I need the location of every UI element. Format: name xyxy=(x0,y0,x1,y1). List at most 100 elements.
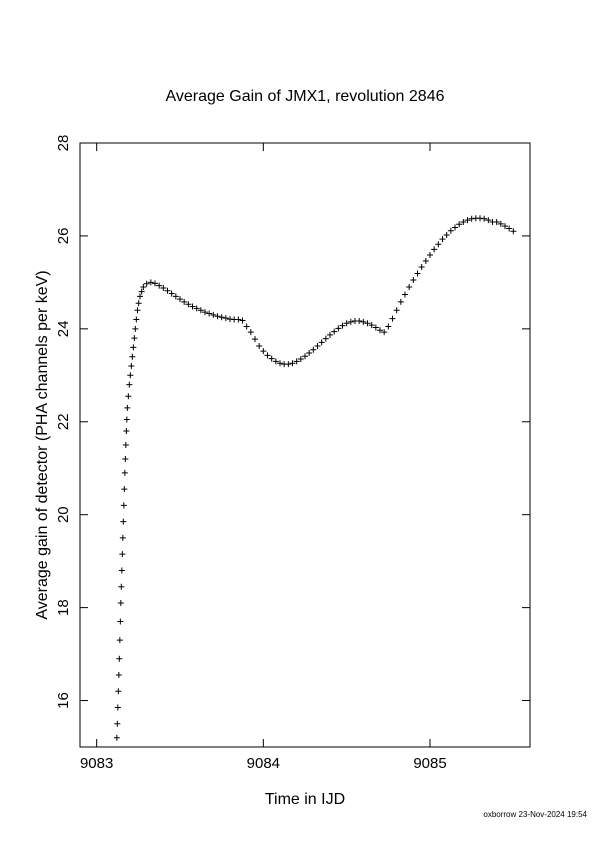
point xyxy=(506,225,513,232)
point xyxy=(121,486,128,493)
point xyxy=(406,284,413,291)
point xyxy=(402,291,408,298)
point xyxy=(138,288,145,295)
point xyxy=(114,720,121,727)
point xyxy=(456,221,463,228)
y-tick-label: 22 xyxy=(55,413,72,430)
point xyxy=(339,322,346,329)
point xyxy=(206,310,213,317)
point xyxy=(264,352,271,359)
point xyxy=(120,518,127,525)
point xyxy=(302,353,308,360)
point xyxy=(439,236,446,243)
point xyxy=(202,309,208,316)
plot-frame xyxy=(79,142,531,748)
point xyxy=(127,372,134,379)
y-tick-label: 24 xyxy=(55,321,72,338)
point xyxy=(135,300,142,307)
point xyxy=(222,315,229,322)
point xyxy=(164,287,171,294)
point xyxy=(410,277,417,284)
point xyxy=(343,320,350,327)
point xyxy=(124,404,131,411)
point xyxy=(119,551,126,558)
point xyxy=(397,298,404,305)
point xyxy=(306,350,313,357)
footer: oxborrow 23-Nov-2024 19:54 xyxy=(483,810,587,819)
point xyxy=(137,293,143,300)
point xyxy=(497,220,504,227)
point xyxy=(131,335,138,342)
point xyxy=(443,231,450,238)
point xyxy=(243,323,250,330)
point xyxy=(502,223,508,230)
point xyxy=(119,534,126,541)
y-tick-label: 28 xyxy=(55,135,72,152)
point xyxy=(377,327,383,334)
point xyxy=(481,215,488,222)
point xyxy=(210,311,217,318)
point xyxy=(285,361,292,368)
y-axis-label: Average gain of detector (PHA channels p… xyxy=(34,270,51,619)
point xyxy=(289,360,296,367)
point xyxy=(310,346,317,353)
point xyxy=(152,280,158,287)
point xyxy=(268,355,275,362)
point xyxy=(347,318,354,325)
point xyxy=(464,217,471,224)
point xyxy=(168,290,175,297)
point xyxy=(116,655,123,662)
point xyxy=(118,567,125,574)
point xyxy=(181,298,188,305)
x-tick-label: 9083 xyxy=(80,755,113,772)
point xyxy=(134,307,141,314)
point xyxy=(331,328,338,335)
point xyxy=(185,301,192,308)
point xyxy=(272,358,279,365)
point xyxy=(140,284,147,291)
point xyxy=(435,241,442,248)
point xyxy=(368,322,375,329)
y-tick-label: 20 xyxy=(55,506,72,523)
point xyxy=(327,331,333,338)
x-axis-label: Time in IJD xyxy=(265,791,345,808)
point xyxy=(143,280,150,287)
point xyxy=(418,264,425,271)
point xyxy=(460,218,467,225)
point xyxy=(422,258,429,265)
point xyxy=(314,343,321,350)
point xyxy=(128,363,135,370)
point xyxy=(117,618,124,625)
point xyxy=(113,734,120,741)
point xyxy=(452,224,458,231)
point xyxy=(133,316,140,323)
point xyxy=(218,314,225,321)
point xyxy=(385,323,392,330)
y-tick-label: 18 xyxy=(55,599,72,616)
point xyxy=(247,329,254,336)
point xyxy=(322,335,329,342)
point xyxy=(252,336,258,343)
point xyxy=(214,313,221,320)
point xyxy=(189,303,196,310)
point xyxy=(372,324,379,331)
point xyxy=(318,339,325,346)
point xyxy=(172,293,179,300)
point xyxy=(123,416,130,423)
point xyxy=(197,307,204,314)
point xyxy=(123,428,130,435)
x-tick-label: 9084 xyxy=(247,755,280,772)
point xyxy=(130,344,137,351)
point xyxy=(427,251,433,258)
point xyxy=(364,320,371,327)
point xyxy=(132,325,139,332)
chart-title: Average Gain of JMX1, revolution 2846 xyxy=(166,88,445,105)
point xyxy=(122,442,129,448)
point xyxy=(360,318,367,325)
point xyxy=(389,315,396,322)
point xyxy=(115,688,122,695)
point xyxy=(122,455,129,462)
y-tick-label: 16 xyxy=(55,692,72,709)
point xyxy=(126,381,133,388)
